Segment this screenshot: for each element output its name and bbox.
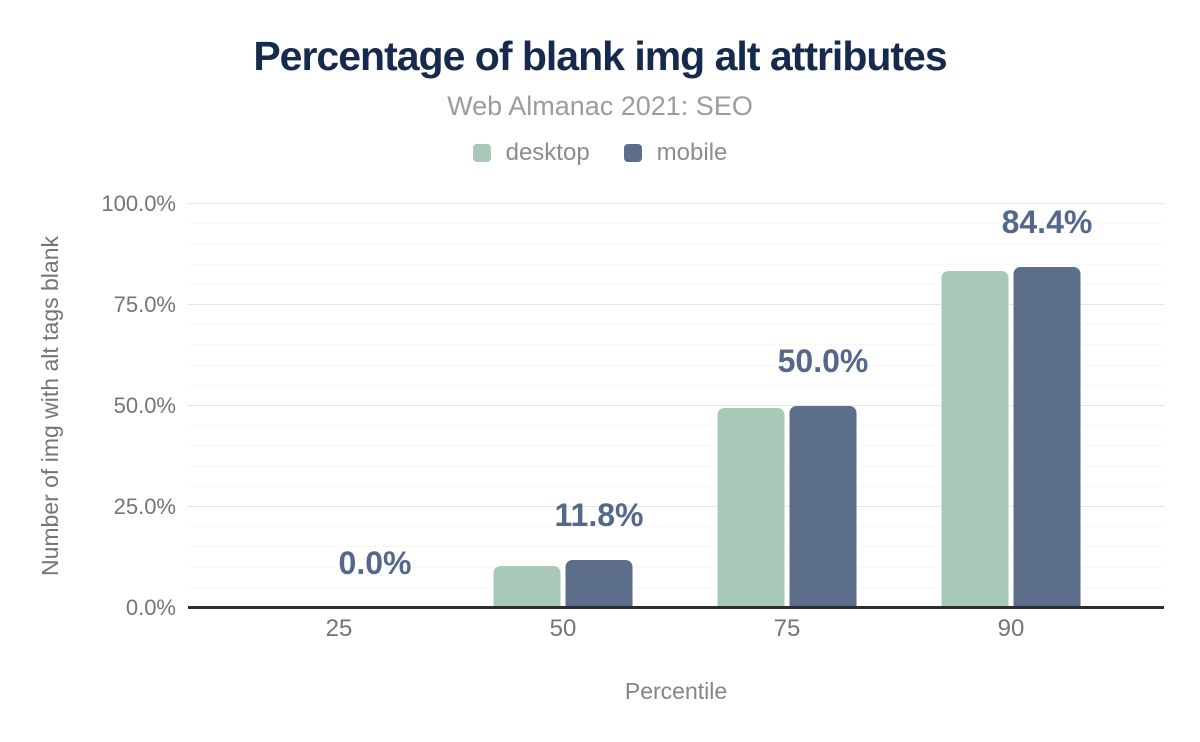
y-tick-label: 0.0% <box>125 595 176 620</box>
x-tick-label: 75 <box>773 615 801 642</box>
x-axis-line <box>188 606 1164 609</box>
major-gridline <box>188 506 1164 507</box>
x-axis-title: Percentile <box>624 678 728 704</box>
plot-area: 0.0% 11.8% 50.0% 84.4% <box>188 203 1164 609</box>
major-gridline <box>188 405 1164 406</box>
bar-value-label: 50.0% <box>777 343 869 379</box>
desktop-bar <box>493 565 561 608</box>
chart-title: Percentage of blank img alt attributes <box>253 33 947 79</box>
minor-gridline <box>188 364 1164 366</box>
y-axis-ticks: 0.0% 25.0% 50.0% 75.0% 100.0% <box>0 193 176 619</box>
minor-gridline <box>188 283 1164 285</box>
bar-value-label: 84.4% <box>1001 204 1093 241</box>
y-tick-label: 75.0% <box>113 292 176 317</box>
legend: desktop mobile <box>0 141 1200 165</box>
mobile-bar <box>1013 267 1081 608</box>
minor-gridline <box>188 445 1164 447</box>
minor-gridline <box>188 243 1164 245</box>
minor-gridline <box>188 586 1164 588</box>
minor-gridline <box>188 263 1164 265</box>
minor-gridline <box>188 324 1164 326</box>
minor-gridline <box>188 546 1164 548</box>
x-axis-ticks: 25 50 75 90 <box>188 614 1164 648</box>
legend-item-mobile: mobile <box>623 139 728 166</box>
major-gridline <box>188 203 1164 204</box>
minor-gridline <box>188 465 1164 467</box>
desktop-bar <box>941 271 1009 608</box>
y-tick-label: 100.0% <box>101 191 176 216</box>
minor-gridline <box>188 526 1164 528</box>
bar-value-label: 11.8% <box>554 497 644 534</box>
y-tick-label: 25.0% <box>113 494 176 519</box>
mobile-swatch-icon <box>623 144 642 162</box>
minor-gridline <box>188 485 1164 487</box>
x-tick-label: 50 <box>549 615 577 642</box>
mobile-bar <box>565 560 633 608</box>
bar-value-label: 0.0% <box>338 545 412 581</box>
desktop-legend-label: desktop <box>505 139 590 166</box>
major-gridline <box>188 304 1164 305</box>
mobile-legend-label: mobile <box>656 139 728 166</box>
x-tick-label: 90 <box>997 615 1025 642</box>
minor-gridline <box>188 566 1164 568</box>
chart-subtitle: Web Almanac 2021: SEO <box>447 91 753 121</box>
bar-group-p50 <box>493 204 633 608</box>
mobile-bar <box>789 406 857 608</box>
minor-gridline <box>188 344 1164 346</box>
y-tick-label: 50.0% <box>113 393 176 418</box>
bar-group-p75 <box>717 204 857 608</box>
desktop-swatch-icon <box>472 144 491 162</box>
x-tick-label: 25 <box>325 615 353 642</box>
minor-gridline <box>188 425 1164 427</box>
bar-group-p90 <box>941 204 1081 608</box>
minor-gridline <box>188 384 1164 386</box>
desktop-bar <box>717 407 785 608</box>
legend-item-desktop: desktop <box>472 139 590 166</box>
minor-gridline <box>188 223 1164 225</box>
